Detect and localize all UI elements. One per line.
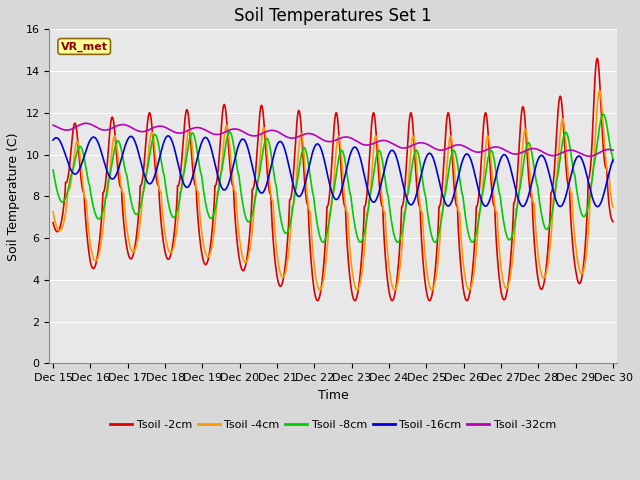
Text: VR_met: VR_met xyxy=(61,41,108,51)
Tsoil -2cm xyxy=(609,219,617,225)
Tsoil -8cm xyxy=(609,158,617,164)
Tsoil -4cm xyxy=(596,88,604,94)
Tsoil -16cm xyxy=(609,157,617,163)
Tsoil -4cm xyxy=(609,204,617,210)
Tsoil -8cm xyxy=(609,159,617,165)
Tsoil -16cm xyxy=(49,137,57,143)
Tsoil -2cm xyxy=(397,207,405,213)
Tsoil -4cm xyxy=(169,246,177,252)
Title: Soil Temperatures Set 1: Soil Temperatures Set 1 xyxy=(234,7,432,25)
Line: Tsoil -16cm: Tsoil -16cm xyxy=(53,136,613,207)
Tsoil -4cm xyxy=(388,281,396,287)
Tsoil -16cm xyxy=(398,175,406,181)
Y-axis label: Soil Temperature (C): Soil Temperature (C) xyxy=(7,132,20,261)
Tsoil -8cm xyxy=(468,240,476,245)
Tsoil -8cm xyxy=(388,219,396,225)
Tsoil -32cm xyxy=(388,140,396,146)
Tsoil -16cm xyxy=(388,147,396,153)
Tsoil -8cm xyxy=(397,231,405,237)
Tsoil -2cm xyxy=(556,94,564,99)
Tsoil -2cm xyxy=(49,220,57,226)
Tsoil -16cm xyxy=(594,204,602,210)
Tsoil -32cm xyxy=(170,129,177,134)
Tsoil -32cm xyxy=(609,147,617,153)
Tsoil -2cm xyxy=(205,250,213,256)
Line: Tsoil -32cm: Tsoil -32cm xyxy=(53,123,613,156)
Tsoil -2cm xyxy=(169,240,177,246)
Line: Tsoil -2cm: Tsoil -2cm xyxy=(53,59,613,300)
Line: Tsoil -4cm: Tsoil -4cm xyxy=(53,91,613,290)
Tsoil -16cm xyxy=(170,142,177,147)
Tsoil -32cm xyxy=(586,153,593,159)
Tsoil -8cm xyxy=(205,214,213,220)
Tsoil -2cm xyxy=(593,56,601,61)
Tsoil -8cm xyxy=(169,214,177,220)
Tsoil -4cm xyxy=(205,252,213,258)
Tsoil -4cm xyxy=(397,250,405,256)
Tsoil -8cm xyxy=(556,156,564,162)
Tsoil -16cm xyxy=(609,157,617,163)
Tsoil -16cm xyxy=(206,141,214,146)
Tsoil -32cm xyxy=(609,147,617,153)
Tsoil -16cm xyxy=(556,204,564,209)
Tsoil -4cm xyxy=(465,287,473,293)
Tsoil -16cm xyxy=(164,133,172,139)
Tsoil -2cm xyxy=(609,219,617,225)
Tsoil -2cm xyxy=(388,298,396,303)
Tsoil -4cm xyxy=(609,204,617,210)
Tsoil -2cm xyxy=(463,298,470,303)
Tsoil -32cm xyxy=(49,122,57,128)
Tsoil -32cm xyxy=(82,120,90,126)
Tsoil -4cm xyxy=(49,209,57,215)
Legend: Tsoil -2cm, Tsoil -4cm, Tsoil -8cm, Tsoil -16cm, Tsoil -32cm: Tsoil -2cm, Tsoil -4cm, Tsoil -8cm, Tsoi… xyxy=(106,416,561,434)
Tsoil -8cm xyxy=(600,111,607,117)
Tsoil -8cm xyxy=(49,167,57,173)
Line: Tsoil -8cm: Tsoil -8cm xyxy=(53,114,613,242)
Tsoil -4cm xyxy=(556,132,564,138)
Tsoil -32cm xyxy=(556,151,564,156)
Tsoil -32cm xyxy=(206,130,214,135)
Tsoil -32cm xyxy=(398,145,406,151)
X-axis label: Time: Time xyxy=(317,388,348,402)
